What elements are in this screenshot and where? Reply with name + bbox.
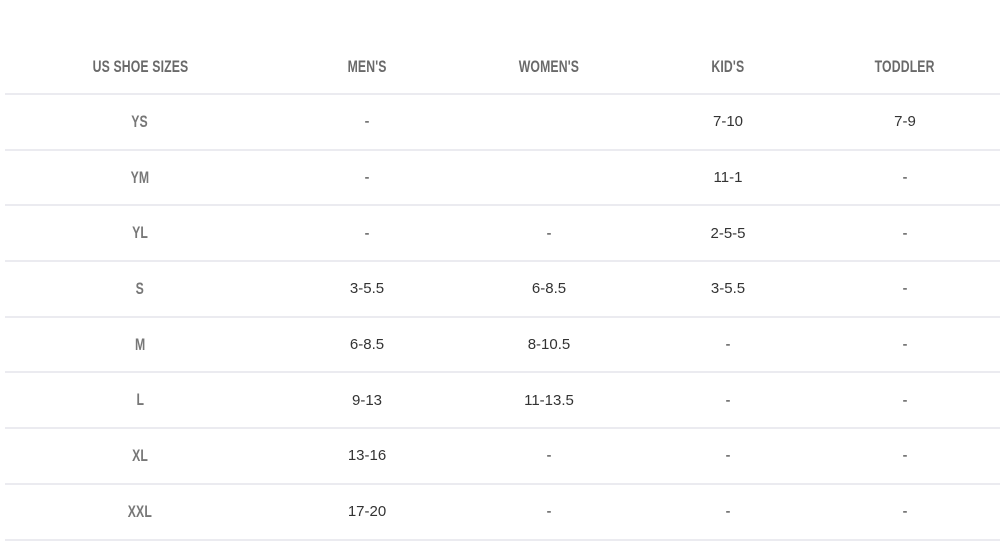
cell-size: M xyxy=(134,334,146,354)
cell-toddler: 7-9 xyxy=(894,113,916,131)
cell-womens: - xyxy=(546,447,552,465)
cell-toddler: - xyxy=(902,503,908,521)
cell-mens: - xyxy=(364,113,370,131)
table-row: YL - - 2-5-5 - xyxy=(5,206,1000,263)
cell-mens: 17-20 xyxy=(347,503,387,521)
cell-womens: - xyxy=(546,224,552,242)
cell-mens: 3-5.5 xyxy=(349,280,385,298)
table-row: M 6-8.5 8-10.5 - - xyxy=(5,318,1000,374)
cell-womens: 8-10.5 xyxy=(527,336,571,354)
table-row: S 3-5.5 6-8.5 3-5.5 - xyxy=(5,262,1000,318)
header-kids: KID'S xyxy=(711,56,745,76)
header-womens: WOMEN'S xyxy=(518,56,580,76)
cell-size: YS xyxy=(131,111,149,131)
cell-kids: - xyxy=(725,391,731,409)
cell-size: XXL xyxy=(127,501,153,521)
table-row: YS - 7-10 7-9 xyxy=(5,95,1000,151)
table-row: XL 13-16 - - - xyxy=(5,429,1000,485)
cell-size: YL xyxy=(132,223,148,243)
table-row: XXL 17-20 - - - xyxy=(5,485,1000,541)
size-chart-table: US SHOE SIZES MEN'S WOMEN'S KID'S TODDLE… xyxy=(5,40,1000,541)
cell-kids: 2-5-5 xyxy=(710,224,746,242)
cell-size: L xyxy=(136,390,144,410)
header-toddler: TODDLER xyxy=(875,56,935,76)
cell-womens: 6-8.5 xyxy=(531,280,567,298)
cell-kids: - xyxy=(725,447,731,465)
cell-size: XL xyxy=(132,445,148,465)
table-row: L 9-13 11-13.5 - - xyxy=(5,373,1000,430)
cell-kids: - xyxy=(725,336,731,354)
table-header-row: US SHOE SIZES MEN'S WOMEN'S KID'S TODDLE… xyxy=(5,40,1000,95)
cell-toddler: - xyxy=(902,447,908,465)
cell-womens: 11-13.5 xyxy=(524,391,574,409)
cell-kids: 7-10 xyxy=(712,113,744,131)
cell-mens: 13-16 xyxy=(347,447,387,465)
cell-toddler: - xyxy=(902,169,908,187)
cell-mens: 6-8.5 xyxy=(349,336,385,354)
cell-womens xyxy=(469,95,629,149)
cell-size: S xyxy=(135,278,145,298)
cell-kids: 3-5.5 xyxy=(710,280,746,298)
cell-womens: - xyxy=(546,503,552,521)
header-us-shoe-sizes: US SHOE SIZES xyxy=(92,56,188,76)
cell-size: YM xyxy=(130,167,150,187)
cell-mens: - xyxy=(364,169,370,187)
cell-toddler: - xyxy=(902,391,908,409)
cell-toddler: - xyxy=(902,280,908,298)
cell-womens xyxy=(469,151,629,205)
cell-toddler: - xyxy=(902,336,908,354)
table-row: YM - 11-1 - xyxy=(5,151,1000,207)
header-mens: MEN'S xyxy=(347,56,387,76)
cell-mens: - xyxy=(364,224,370,242)
cell-kids: 11-1 xyxy=(713,169,743,187)
cell-kids: - xyxy=(725,503,731,521)
cell-mens: 9-13 xyxy=(351,391,383,409)
cell-toddler: - xyxy=(902,224,908,242)
